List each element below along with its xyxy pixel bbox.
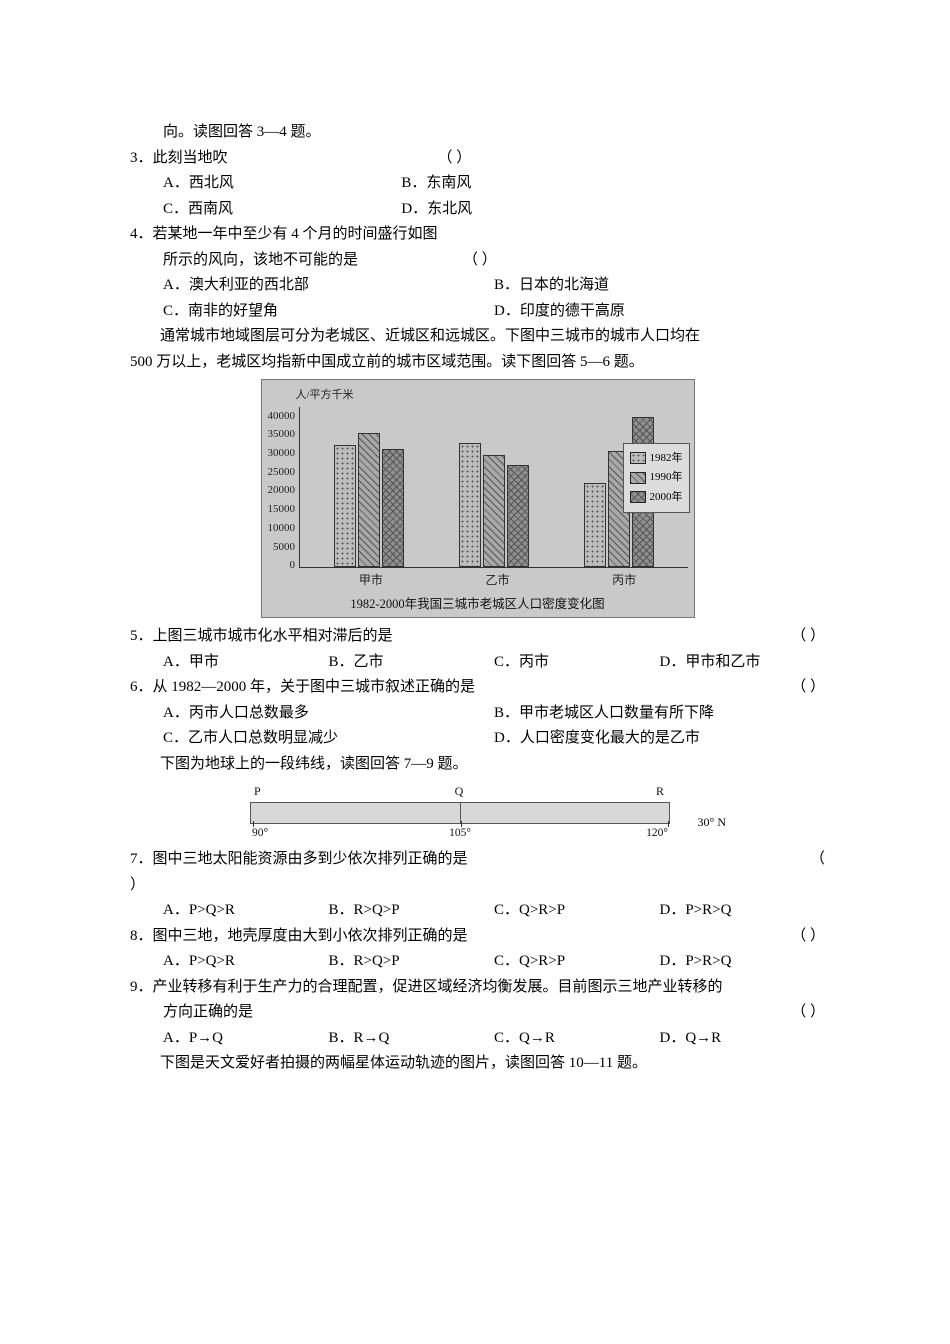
q8-opt-d: D．P>R>Q	[660, 949, 826, 975]
q6-opt-a: A．丙市人口总数最多	[163, 701, 494, 727]
q9-paren: （ ）	[791, 1000, 825, 1026]
chart-xlabels: 甲市 乙市 丙市	[268, 570, 688, 590]
q3-opt-c: C．西南风	[163, 197, 401, 223]
q7: 7．图中三地太阳能资源由多到少依次排列正确的是 （	[130, 847, 825, 873]
chart-plot-area: 1982年 1990年 2000年	[299, 407, 688, 568]
q6-stem: 6．从 1982—2000 年，关于图中三城市叙述正确的是	[130, 675, 791, 701]
q4-line1: 4．若某地一年中至少有 4 个月的时间盛行如图	[130, 222, 825, 248]
q6-opt-b: B．甲市老城区人口数量有所下降	[494, 701, 825, 727]
q4-opt-c: C．南非的好望角	[163, 299, 494, 325]
legend-swatch-1990	[630, 472, 646, 484]
bar	[507, 465, 529, 567]
lat-cell-1	[250, 802, 461, 824]
lat-cell-2	[461, 802, 671, 824]
q6: 6．从 1982—2000 年，关于图中三城市叙述正确的是 （ ）	[130, 675, 825, 701]
q8-opt-b: B．R>Q>P	[329, 949, 495, 975]
q8-paren: （ ）	[791, 924, 825, 950]
q4: 4．若某地一年中至少有 4 个月的时间盛行如图 所示的风向，该地不可能的是 （ …	[130, 222, 825, 324]
q5-opt-b: B．乙市	[329, 650, 495, 676]
q3-paren: （ ）	[228, 146, 472, 172]
q3-opt-a: A．西北风	[163, 171, 401, 197]
q8: 8．图中三地，地壳厚度由大到小依次排列正确的是 （ ）	[130, 924, 825, 950]
bar-group	[334, 433, 404, 567]
q3-opt-d: D．东北风	[401, 197, 825, 223]
chart-caption: 1982-2000年我国三城市老城区人口密度变化图	[268, 594, 688, 615]
exam-page: 向。读图回答 3—4 题。 3．此刻当地吹 （ ） A．西北风 B．东南风 C．…	[0, 0, 950, 1137]
q6-paren: （ ）	[791, 675, 825, 701]
q3-opt-b: B．东南风	[401, 171, 825, 197]
intro-5-6-a: 通常城市地域图层可分为老城区、近城区和远城区。下图中三城市的城市人口均在	[130, 324, 825, 350]
q9-opt-c: C．Q→R	[494, 1026, 660, 1052]
q5: 5．上图三城市城市化水平相对滞后的是 （ ）	[130, 624, 825, 650]
q4-opt-a: A．澳大利亚的西北部	[163, 273, 494, 299]
q8-opt-a: A．P>Q>R	[163, 949, 329, 975]
q5-opt-a: A．甲市	[163, 650, 329, 676]
bar	[382, 449, 404, 567]
q9-line1: 9．产业转移有利于生产力的合理配置，促进区域经济均衡发展。目前图示三地产业转移的	[130, 975, 825, 1001]
q9-opt-d: D．Q→R	[660, 1026, 826, 1052]
q4-opt-d: D．印度的德干高原	[494, 299, 825, 325]
bar	[459, 443, 481, 567]
q7-opt-a: A．P>Q>R	[163, 898, 329, 924]
q7-paren-close: ）	[130, 873, 825, 899]
q7-opt-c: C．Q>R>P	[494, 898, 660, 924]
q5-paren: （ ）	[791, 624, 825, 650]
q9-opt-a: A．P→Q	[163, 1026, 329, 1052]
q4-paren: （ ）	[358, 248, 497, 274]
q5-opt-d: D．甲市和乙市	[660, 650, 826, 676]
chart-legend: 1982年 1990年 2000年	[623, 443, 690, 513]
q5-stem: 5．上图三城市城市化水平相对滞后的是	[130, 624, 791, 650]
lat-side-label: 30° N	[698, 812, 726, 832]
q7-paren-open: （	[810, 847, 825, 873]
intro-3-4: 向。读图回答 3—4 题。	[130, 120, 825, 146]
q8-opt-c: C．Q>R>P	[494, 949, 660, 975]
q3: 3．此刻当地吹 （ ） A．西北风 B．东南风 C．西南风 D．东北风	[130, 146, 825, 223]
q7-line1: 7．图中三地太阳能资源由多到少依次排列正确的是	[130, 847, 810, 873]
population-density-chart: 人/平方千米 40000 35000 30000 25000 20000 150…	[261, 379, 695, 618]
q8-stem: 8．图中三地，地壳厚度由大到小依次排列正确的是	[130, 924, 791, 950]
chart-yaxis-title: 人/平方千米	[268, 386, 688, 405]
q3-stem: 3．此刻当地吹	[130, 146, 228, 172]
chart-yaxis: 40000 35000 30000 25000 20000 15000 1000…	[268, 407, 300, 567]
latitude-figure: P Q R 30° N 90° 105° 120°	[250, 781, 670, 843]
intro-7-9: 下图为地球上的一段纬线，读图回答 7—9 题。	[130, 752, 825, 778]
q6-opt-c: C．乙市人口总数明显减少	[163, 726, 494, 752]
intro-5-6-b: 500 万以上，老城区均指新中国成立前的城市区域范围。读下图回答 5—6 题。	[130, 350, 825, 376]
bar	[334, 445, 356, 567]
bar	[358, 433, 380, 567]
q4-opt-b: B．日本的北海道	[494, 273, 825, 299]
bar-group	[459, 443, 529, 567]
q7-opt-d: D．P>R>Q	[660, 898, 826, 924]
q6-opt-d: D．人口密度变化最大的是乙市	[494, 726, 825, 752]
bar	[584, 483, 606, 567]
q7-opt-b: B．R>Q>P	[329, 898, 495, 924]
q5-opt-c: C．丙市	[494, 650, 660, 676]
q9-opt-b: B．R→Q	[329, 1026, 495, 1052]
q4-line2: 所示的风向，该地不可能的是	[130, 248, 358, 274]
bar	[483, 455, 505, 567]
legend-swatch-1982	[630, 452, 646, 464]
legend-swatch-2000	[630, 491, 646, 503]
intro-10-11: 下图是天文爱好者拍摄的两幅星体运动轨迹的图片，读图回答 10—11 题。	[130, 1051, 825, 1077]
q9-line2: 方向正确的是	[130, 1000, 791, 1026]
